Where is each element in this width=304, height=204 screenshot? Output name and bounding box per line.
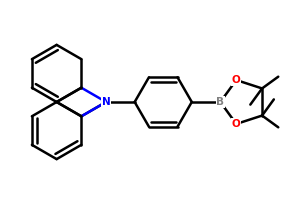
Text: O: O xyxy=(232,75,241,85)
Text: O: O xyxy=(232,119,241,129)
Text: B: B xyxy=(216,97,224,107)
Text: N: N xyxy=(102,97,110,107)
